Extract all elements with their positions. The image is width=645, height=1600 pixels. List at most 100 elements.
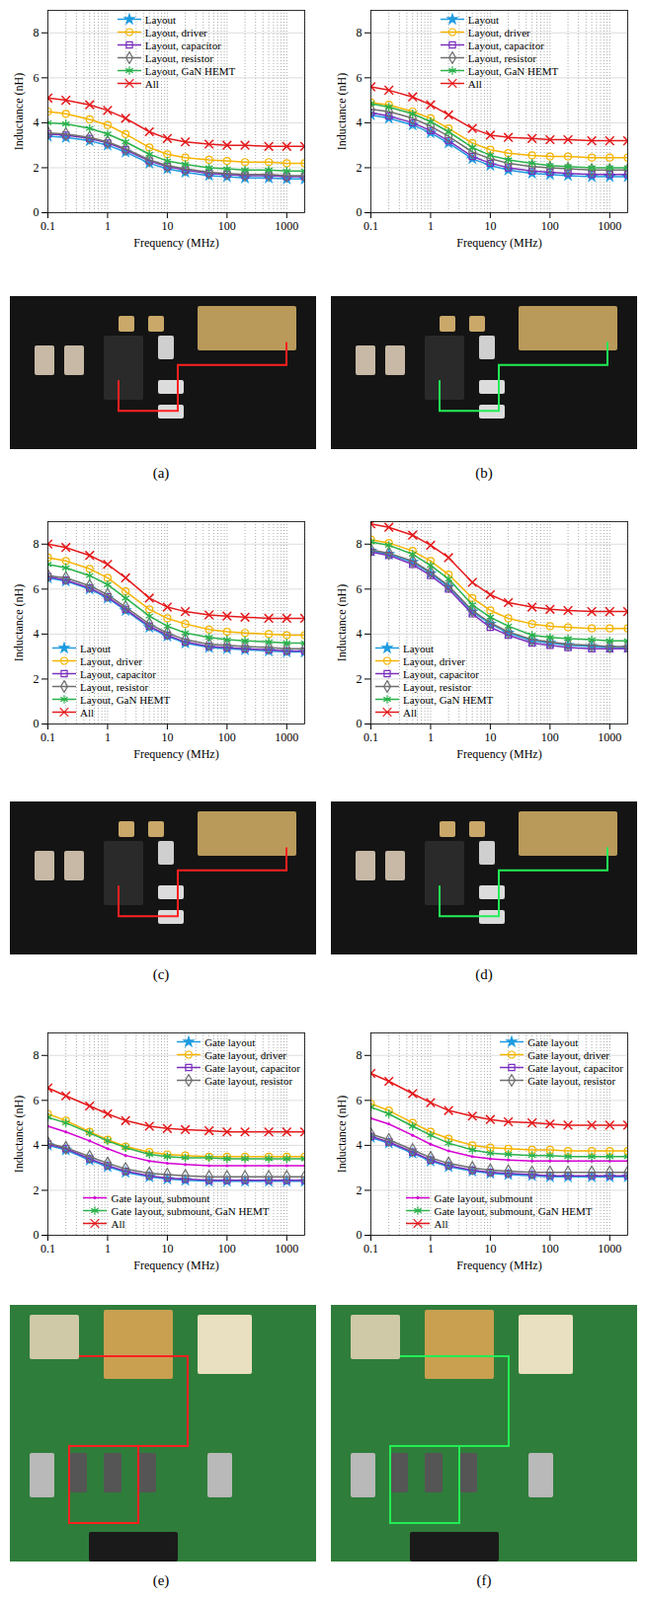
html-text:Layout: Layout — [80, 642, 111, 655]
html-text:Layout: Layout — [467, 13, 499, 26]
svg-text:Frequency (MHz): Frequency (MHz) — [133, 236, 219, 250]
html-text:Gate layout, driver: Gate layout, driver — [204, 1049, 287, 1062]
svg-text:6: 6 — [33, 1094, 40, 1109]
svg-text:0.1: 0.1 — [40, 219, 56, 234]
html-text:(b): (b) — [475, 465, 493, 482]
svg-text:0: 0 — [33, 1228, 40, 1243]
html-text:Layout, driver: Layout, driver — [80, 655, 143, 668]
svg-text:8: 8 — [356, 25, 363, 40]
svg-text:6: 6 — [356, 1094, 363, 1109]
html-text:Layout, GaN HEMT: Layout, GaN HEMT — [467, 64, 559, 77]
svg-text:10: 10 — [483, 730, 496, 745]
svg-text:100: 100 — [218, 1242, 237, 1257]
html-text:Layout, resistor: Layout, resistor — [145, 51, 214, 64]
svg-text:0.1: 0.1 — [363, 219, 379, 234]
svg-text:2: 2 — [33, 672, 40, 687]
html-text:(e): (e) — [152, 1573, 170, 1590]
svg-text:6: 6 — [33, 582, 40, 597]
svg-text:1000: 1000 — [597, 730, 622, 745]
html-text:Gate layout: Gate layout — [204, 1036, 256, 1049]
svg-text:Inductance (nH): Inductance (nH) — [11, 584, 26, 662]
svg-text:1000: 1000 — [274, 730, 299, 745]
svg-text:4: 4 — [33, 627, 40, 642]
svg-text:100: 100 — [218, 219, 237, 234]
svg-text:6: 6 — [33, 71, 40, 85]
html-text:(a): (a) — [152, 465, 170, 482]
svg-text:Frequency (MHz): Frequency (MHz) — [456, 747, 542, 762]
svg-text:0.1: 0.1 — [40, 1242, 56, 1257]
svg-text:1000: 1000 — [274, 1242, 299, 1257]
svg-text:8: 8 — [356, 1048, 363, 1063]
svg-text:4: 4 — [356, 1138, 363, 1153]
svg-text:Frequency (MHz): Frequency (MHz) — [133, 747, 219, 762]
svg-text:0: 0 — [356, 717, 363, 731]
svg-text:4: 4 — [356, 115, 363, 130]
svg-text:1: 1 — [104, 1242, 111, 1257]
html-text:Layout, driver: Layout, driver — [467, 26, 531, 39]
svg-text:1: 1 — [427, 730, 434, 745]
svg-text:10: 10 — [161, 219, 173, 234]
svg-text:2: 2 — [356, 1184, 363, 1199]
svg-text:10: 10 — [161, 730, 173, 745]
html-text:All: All — [80, 706, 94, 719]
html-text:All: All — [467, 77, 482, 90]
svg-text:8: 8 — [33, 25, 40, 40]
svg-text:10: 10 — [483, 1242, 496, 1257]
svg-text:Inductance (nH): Inductance (nH) — [334, 584, 349, 662]
svg-text:Frequency (MHz): Frequency (MHz) — [456, 1259, 542, 1274]
svg-text:0: 0 — [33, 717, 40, 731]
html-text:Layout, capacitor: Layout, capacitor — [80, 668, 157, 681]
html-text:Layout, GaN HEMT: Layout, GaN HEMT — [403, 693, 494, 706]
svg-text:0.1: 0.1 — [40, 730, 56, 745]
svg-text:1: 1 — [427, 219, 434, 234]
svg-text:4: 4 — [33, 1138, 40, 1153]
svg-text:Inductance (nH): Inductance (nH) — [11, 1096, 26, 1174]
svg-text:1: 1 — [427, 1242, 434, 1257]
html-text:All: All — [403, 706, 417, 719]
svg-text:8: 8 — [33, 537, 40, 552]
html-text:Layout, driver: Layout, driver — [403, 655, 466, 668]
svg-text:Frequency (MHz): Frequency (MHz) — [456, 236, 542, 250]
svg-text:Inductance (nH): Inductance (nH) — [334, 73, 349, 151]
svg-text:10: 10 — [483, 219, 496, 234]
svg-text:2: 2 — [356, 672, 363, 687]
html-text:Layout: Layout — [403, 642, 434, 655]
svg-text:2: 2 — [33, 1184, 40, 1199]
svg-text:0: 0 — [33, 205, 40, 220]
svg-text:10: 10 — [161, 1242, 173, 1257]
html-text:Layout, driver: Layout, driver — [145, 26, 208, 39]
svg-text:0.1: 0.1 — [363, 730, 379, 745]
svg-text:0: 0 — [356, 1228, 363, 1243]
svg-text:6: 6 — [356, 582, 363, 597]
html-text:(f): (f) — [476, 1573, 492, 1590]
svg-text:1000: 1000 — [274, 219, 299, 234]
svg-text:2: 2 — [356, 161, 363, 175]
html-text:Layout: Layout — [145, 13, 176, 26]
svg-text:2: 2 — [33, 161, 40, 175]
html-text:Layout, GaN HEMT: Layout, GaN HEMT — [145, 64, 236, 77]
svg-text:0: 0 — [356, 205, 363, 220]
html-text:Layout, capacitor: Layout, capacitor — [403, 668, 480, 681]
html-text:(c): (c) — [152, 967, 170, 983]
svg-text:1000: 1000 — [597, 219, 622, 234]
svg-text:0.1: 0.1 — [363, 1242, 379, 1257]
svg-text:Inductance (nH): Inductance (nH) — [11, 73, 26, 151]
svg-text:Frequency (MHz): Frequency (MHz) — [133, 1259, 219, 1274]
svg-text:8: 8 — [356, 537, 363, 552]
svg-text:4: 4 — [356, 627, 363, 642]
svg-text:100: 100 — [541, 219, 560, 234]
svg-text:1000: 1000 — [597, 1242, 622, 1257]
svg-text:100: 100 — [541, 730, 560, 745]
svg-text:8: 8 — [33, 1048, 40, 1063]
svg-text:6: 6 — [356, 71, 363, 85]
html-text:(d): (d) — [475, 967, 493, 983]
html-text:Layout, resistor: Layout, resistor — [467, 51, 537, 64]
svg-text:1: 1 — [104, 219, 111, 234]
html-text:All: All — [145, 77, 159, 90]
svg-text:100: 100 — [541, 1242, 560, 1257]
svg-text:100: 100 — [218, 730, 237, 745]
svg-text:4: 4 — [33, 115, 40, 130]
svg-text:1: 1 — [104, 730, 111, 745]
html-text:Layout, GaN HEMT: Layout, GaN HEMT — [80, 693, 171, 706]
svg-text:Inductance (nH): Inductance (nH) — [334, 1096, 349, 1174]
